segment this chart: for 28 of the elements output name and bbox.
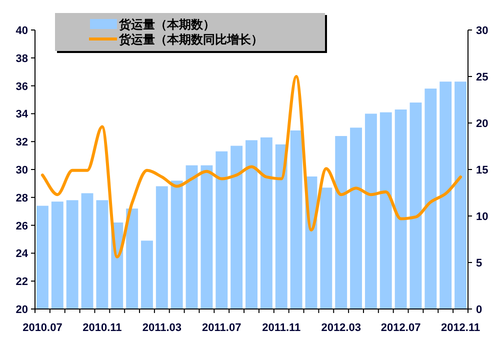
y2-tick-label: 5 <box>476 258 482 270</box>
y-tick-label: 40 <box>16 25 28 37</box>
x-tick-label: 2011.11 <box>262 322 301 334</box>
y-tick-label: 22 <box>16 276 28 288</box>
y-tick-label: 36 <box>16 80 28 93</box>
y-tick-label: 34 <box>16 108 29 121</box>
x-tick-label: 2010.07 <box>22 322 62 334</box>
y2-tick-label: 20 <box>476 118 488 130</box>
y2-tick-label: 30 <box>476 25 488 37</box>
x-tick-label: 2011.07 <box>202 322 242 334</box>
legend-label: 货运量（本期数同比增长） <box>118 32 263 46</box>
y2-tick-label: 25 <box>476 72 488 84</box>
y2-tick-label: 15 <box>476 164 488 176</box>
y2-tick-label: 10 <box>476 211 488 223</box>
y-tick-label: 28 <box>16 192 28 204</box>
y2-tick-label: 0 <box>476 304 482 316</box>
x-tick-label: 2011.03 <box>142 322 182 334</box>
x-tick-label: 2010.11 <box>82 322 122 334</box>
x-tick-label: 2012.03 <box>321 322 361 334</box>
y-tick-label: 24 <box>16 248 29 260</box>
y-tick-label: 20 <box>16 304 28 316</box>
x-tick-label: 2012.11 <box>440 322 480 334</box>
y-tick-label: 30 <box>16 164 28 176</box>
x-tick-label: 2012.07 <box>380 322 421 334</box>
y-tick-label: 32 <box>16 136 28 149</box>
y-tick-label: 38 <box>16 52 28 65</box>
y-tick-label: 26 <box>16 220 28 232</box>
legend-label: 货运量（本期数） <box>118 18 215 32</box>
